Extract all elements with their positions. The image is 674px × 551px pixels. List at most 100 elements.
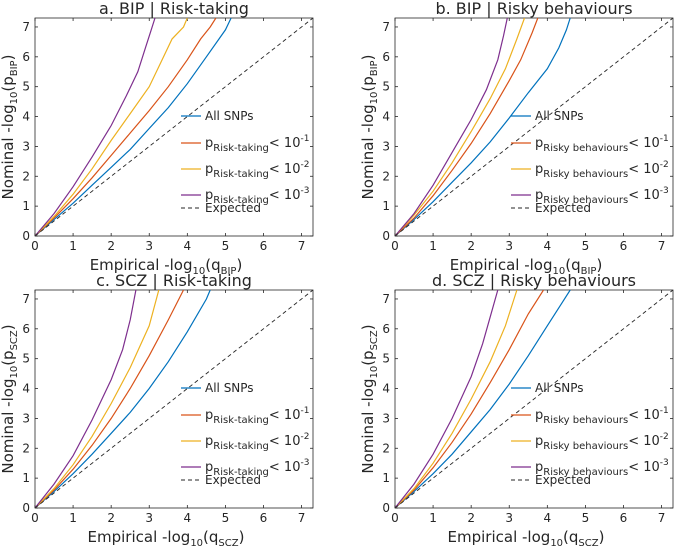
x-tick-label: 7 xyxy=(658,511,666,525)
series-line-p1 xyxy=(395,290,545,508)
series-line-p3 xyxy=(35,290,137,508)
y-tick-label: 6 xyxy=(382,322,390,336)
x-tick-label: 0 xyxy=(31,239,39,253)
legend-label-p1: pRisk-taking< 10-1 xyxy=(205,406,309,426)
chart-title: b. BIP | Risky behaviours xyxy=(435,0,632,18)
legend-label-p2: pRisky behaviours< 10-2 xyxy=(535,160,669,180)
x-tick-label: 6 xyxy=(620,511,628,525)
y-tick-label: 4 xyxy=(22,110,30,124)
chart-panel-3: c. SCZ | Risk-taking 0 1 2 3 4 5 6 7 0 1 2 3 4 5 6 7 Empi… xyxy=(0,271,314,549)
y-tick-label: 2 xyxy=(22,169,30,183)
y-tick-label: 3 xyxy=(382,139,390,153)
x-tick-label: 4 xyxy=(184,511,192,525)
series-line-all xyxy=(395,290,571,508)
axes-box xyxy=(34,17,314,237)
series-line-all xyxy=(35,18,232,236)
x-tick-label: 2 xyxy=(107,239,115,253)
y-tick-label: 5 xyxy=(382,80,390,94)
legend-label-p1: pRisky behaviours< 10-1 xyxy=(535,134,669,154)
x-tick-label: 6 xyxy=(260,239,268,253)
legend: All SNPs pRisk-taking< 10-1 pRisk-taking< … xyxy=(181,109,309,215)
x-tick-label: 2 xyxy=(467,511,475,525)
x-tick-label: 3 xyxy=(505,239,513,253)
legend-label-all: All SNPs xyxy=(205,381,254,395)
series-line-p2 xyxy=(35,290,160,508)
x-tick-label: 6 xyxy=(260,511,268,525)
x-tick-label: 7 xyxy=(298,239,306,253)
chart-panel-1: a. BIP | Risk-taking 0 1 2 3 4 5 6 7 0 1 2 3 4 5 6 7 Empi… xyxy=(0,0,314,277)
series-line-p2 xyxy=(395,290,518,508)
y-tick-label: 0 xyxy=(22,229,30,243)
x-tick-label: 7 xyxy=(298,511,306,525)
axes-box xyxy=(394,289,674,509)
chart-title: c. SCZ | Risk-taking xyxy=(96,271,252,290)
legend-label-p3: pRisky behaviours< 10-3 xyxy=(535,458,669,478)
x-tick-label: 1 xyxy=(429,239,437,253)
x-tick-label: 7 xyxy=(658,239,666,253)
series-line-expected xyxy=(395,290,673,508)
x-tick-label: 3 xyxy=(145,239,153,253)
axes-box xyxy=(394,17,674,237)
y-tick-label: 7 xyxy=(382,20,390,34)
series-line-expected xyxy=(35,290,313,508)
series-line-p2 xyxy=(395,18,526,236)
x-axis-label: Empirical -log10(qBIP) xyxy=(450,256,603,277)
y-tick-label: 5 xyxy=(22,352,30,366)
series-line-p1 xyxy=(35,18,217,236)
y-tick-label: 4 xyxy=(22,382,30,396)
x-tick-label: 1 xyxy=(69,511,77,525)
y-axis-label: Nominal -log10(pBIP) xyxy=(0,55,20,200)
chart-title: d. SCZ | Risky behaviours xyxy=(432,271,636,290)
legend: All SNPs pRisk-taking< 10-1 pRisk-taking< … xyxy=(181,381,309,487)
x-tick-label: 4 xyxy=(544,239,552,253)
y-tick-label: 5 xyxy=(22,80,30,94)
x-tick-label: 5 xyxy=(582,511,590,525)
y-tick-label: 7 xyxy=(22,292,30,306)
y-tick-label: 2 xyxy=(22,441,30,455)
y-tick-label: 0 xyxy=(22,501,30,515)
series-line-p3 xyxy=(35,18,156,236)
y-axis-label: Nominal -log10(pSCZ) xyxy=(0,324,20,473)
x-tick-label: 4 xyxy=(544,511,552,525)
y-tick-label: 5 xyxy=(382,352,390,366)
legend-label-p2: pRisk-taking< 10-2 xyxy=(205,160,309,180)
y-tick-label: 1 xyxy=(382,199,390,213)
legend-label-p3: pRisk-taking< 10-3 xyxy=(205,458,309,478)
y-tick-label: 4 xyxy=(382,382,390,396)
x-tick-label: 6 xyxy=(620,239,628,253)
x-tick-label: 0 xyxy=(391,511,399,525)
x-tick-label: 4 xyxy=(184,239,192,253)
legend-label-p3: pRisk-taking< 10-3 xyxy=(205,186,309,206)
series-line-p1 xyxy=(395,18,539,236)
legend-label-p1: pRisky behaviours< 10-1 xyxy=(535,406,669,426)
series-line-p1 xyxy=(35,290,185,508)
x-tick-label: 0 xyxy=(391,239,399,253)
x-tick-label: 3 xyxy=(145,511,153,525)
y-tick-label: 7 xyxy=(22,20,30,34)
legend-label-p2: pRisky behaviours< 10-2 xyxy=(535,432,669,452)
x-tick-label: 5 xyxy=(222,511,230,525)
x-tick-label: 1 xyxy=(429,511,437,525)
x-tick-label: 5 xyxy=(582,239,590,253)
chart-panel-4: d. SCZ | Risky behaviours 0 1 2 3 4 5 6 7 0 1 2 3 4 5 6… xyxy=(359,271,674,549)
y-axis-label: Nominal -log10(pSCZ) xyxy=(359,324,380,473)
x-axis-label: Empirical -log10(qBIP) xyxy=(90,256,243,277)
y-tick-label: 6 xyxy=(22,322,30,336)
y-tick-label: 1 xyxy=(382,471,390,485)
legend-label-p2: pRisk-taking< 10-2 xyxy=(205,432,309,452)
y-tick-label: 0 xyxy=(382,501,390,515)
legend-label-expected: Expected xyxy=(535,201,591,215)
chart-panel-2: b. BIP | Risky behaviours 0 1 2 3 4 5 6 7 0 1 2 3 4 5 6… xyxy=(359,0,674,277)
x-tick-label: 1 xyxy=(69,239,77,253)
y-tick-label: 3 xyxy=(22,411,30,425)
legend-label-expected: Expected xyxy=(205,201,261,215)
legend: All SNPs pRisky behaviours< 10-1 pRisky be… xyxy=(511,381,669,487)
x-axis-label: Empirical -log10(qSCZ) xyxy=(448,528,605,549)
legend: All SNPs pRisky behaviours< 10-1 pRisky be… xyxy=(511,109,669,215)
legend-label-all: All SNPs xyxy=(535,381,584,395)
y-tick-label: 6 xyxy=(382,50,390,64)
y-tick-label: 3 xyxy=(382,411,390,425)
x-tick-label: 2 xyxy=(467,239,475,253)
legend-label-all: All SNPs xyxy=(535,109,584,123)
x-axis-label: Empirical -log10(qSCZ) xyxy=(88,528,245,549)
